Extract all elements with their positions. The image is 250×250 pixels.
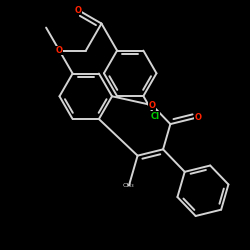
Text: O: O	[149, 101, 156, 110]
Text: CH₃: CH₃	[123, 183, 135, 188]
Text: O: O	[194, 113, 201, 122]
Text: Cl: Cl	[150, 112, 160, 121]
Text: O: O	[75, 6, 82, 15]
Text: O: O	[56, 46, 63, 55]
